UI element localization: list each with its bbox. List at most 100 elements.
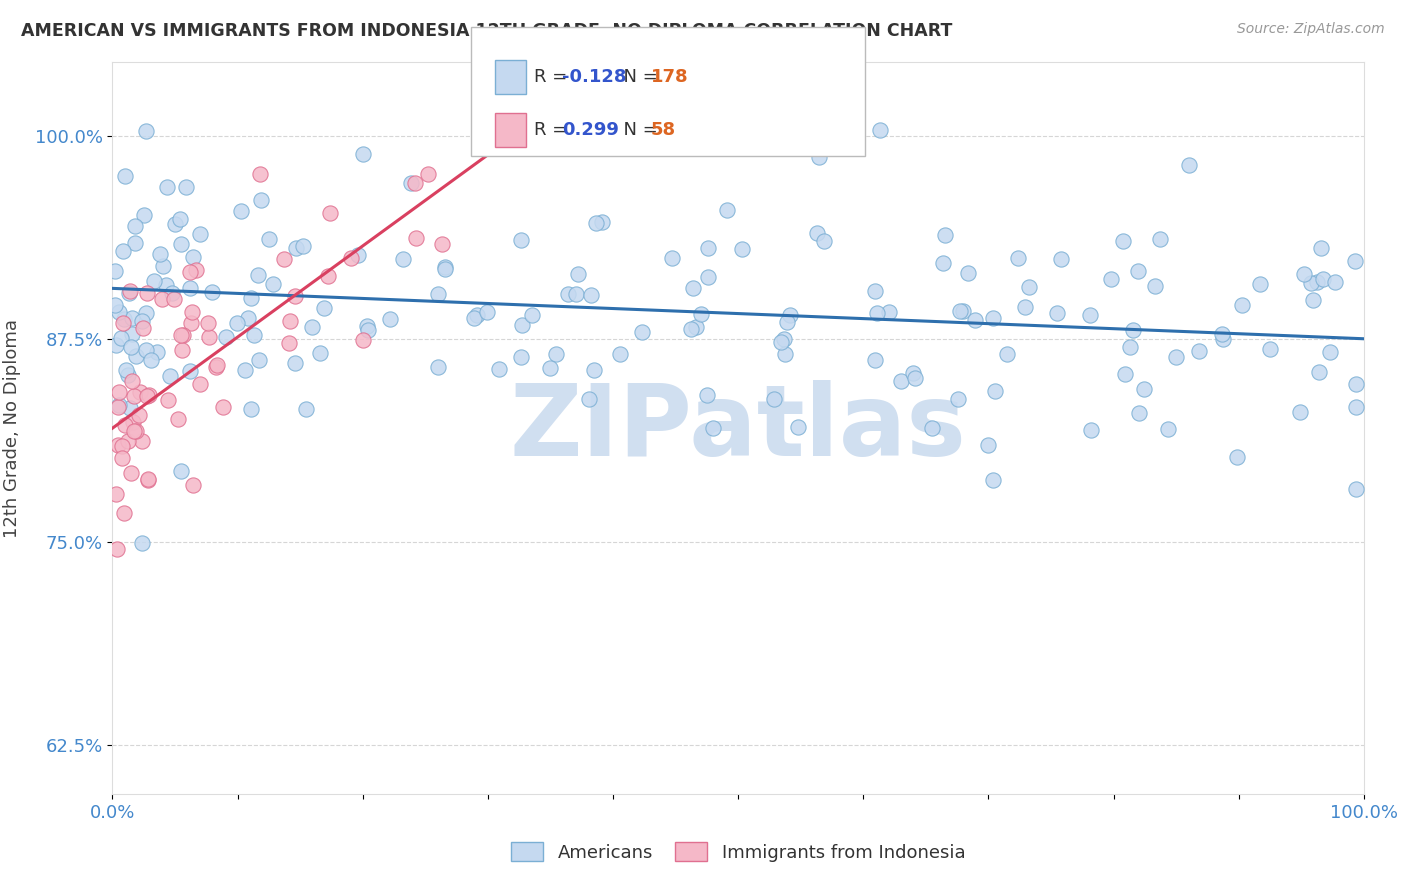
Point (108, 305, 131, 319)
Point (1319, 345, 1341, 359)
Point (226, 317, 249, 331)
Legend: Americans, Immigrants from Indonesia: Americans, Immigrants from Indonesia (503, 835, 973, 869)
Point (117, 368, 139, 383)
Point (1128, 406, 1150, 420)
Point (170, 237, 193, 252)
Point (806, 227, 828, 241)
Point (921, 421, 943, 435)
Point (779, 308, 801, 322)
Point (319, 206, 342, 220)
Point (427, 360, 450, 375)
Point (110, 331, 132, 345)
Point (120, 284, 142, 298)
Point (125, 424, 148, 438)
Point (131, 434, 153, 448)
Point (152, 259, 174, 273)
Point (107, 437, 129, 451)
Point (179, 281, 201, 295)
Point (114, 169, 136, 183)
Point (399, 176, 422, 190)
Point (132, 321, 155, 335)
Point (180, 305, 202, 319)
Point (108, 398, 131, 412)
Point (1122, 323, 1144, 337)
Point (214, 330, 236, 344)
Point (1177, 158, 1199, 172)
Point (181, 478, 204, 492)
Point (546, 347, 568, 361)
Point (129, 385, 152, 400)
Point (1188, 344, 1211, 359)
Point (981, 310, 1004, 325)
Y-axis label: 12th Grade, No Diploma: 12th Grade, No Diploma (3, 318, 21, 538)
Point (273, 252, 295, 267)
Point (156, 393, 179, 408)
Point (107, 384, 129, 399)
Point (565, 286, 588, 301)
Point (136, 472, 159, 486)
Point (352, 333, 374, 347)
Point (356, 319, 378, 334)
Point (1164, 350, 1187, 364)
Point (122, 389, 145, 403)
Point (104, 298, 127, 312)
Point (156, 180, 179, 194)
Point (197, 329, 219, 343)
Point (787, 419, 810, 434)
Point (1144, 278, 1167, 293)
Point (697, 270, 720, 285)
Point (179, 364, 201, 378)
Text: 178: 178 (651, 68, 689, 86)
Point (146, 345, 169, 359)
Point (392, 252, 415, 267)
Point (136, 473, 159, 487)
Text: N =: N = (612, 121, 664, 139)
Point (278, 336, 301, 351)
Point (121, 415, 143, 429)
Point (522, 309, 544, 323)
Point (1312, 271, 1334, 285)
Point (1119, 340, 1142, 354)
Point (1344, 482, 1367, 496)
Point (579, 287, 602, 301)
Point (689, 307, 711, 321)
Point (977, 438, 1000, 452)
Point (262, 277, 284, 292)
Point (183, 250, 205, 264)
Point (169, 212, 191, 227)
Point (112, 312, 135, 326)
Point (1111, 235, 1133, 249)
Text: 58: 58 (651, 121, 676, 139)
Point (1133, 383, 1156, 397)
Point (863, 352, 886, 367)
Point (212, 401, 235, 415)
Text: ZIPatlas: ZIPatlas (510, 380, 966, 476)
Point (682, 281, 704, 295)
Point (347, 248, 370, 262)
Point (284, 241, 307, 255)
Point (1080, 423, 1102, 437)
Point (120, 466, 142, 480)
Point (538, 360, 561, 375)
Point (1014, 300, 1036, 314)
Point (163, 292, 186, 306)
Point (201, 285, 224, 299)
Point (312, 301, 335, 315)
Point (118, 285, 141, 300)
Point (229, 204, 252, 219)
Point (163, 217, 186, 231)
Point (1018, 280, 1040, 294)
Point (434, 260, 457, 275)
Point (956, 266, 979, 280)
Point (104, 264, 127, 278)
Point (207, 358, 229, 372)
Point (901, 366, 924, 380)
Text: -0.128: -0.128 (562, 68, 627, 86)
Point (111, 439, 134, 453)
Point (1249, 277, 1271, 292)
Point (630, 325, 652, 339)
Point (104, 487, 127, 501)
Point (121, 327, 143, 342)
Point (488, 362, 510, 376)
Point (557, 287, 579, 301)
